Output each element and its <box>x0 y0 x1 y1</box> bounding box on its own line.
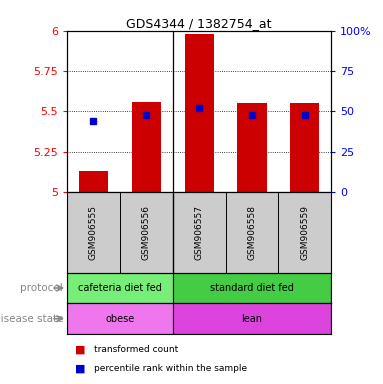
Text: cafeteria diet fed: cafeteria diet fed <box>78 283 162 293</box>
Bar <box>132 102 161 192</box>
Bar <box>173 303 331 334</box>
Text: lean: lean <box>242 314 262 324</box>
Text: disease state: disease state <box>0 314 63 324</box>
Bar <box>67 303 173 334</box>
Text: obese: obese <box>105 314 134 324</box>
Text: GSM906556: GSM906556 <box>142 205 151 260</box>
Text: GSM906555: GSM906555 <box>89 205 98 260</box>
Text: ■: ■ <box>75 364 85 374</box>
Text: GSM906557: GSM906557 <box>195 205 204 260</box>
Bar <box>185 34 214 192</box>
Text: standard diet fed: standard diet fed <box>210 283 294 293</box>
Bar <box>67 273 173 303</box>
Title: GDS4344 / 1382754_at: GDS4344 / 1382754_at <box>126 17 272 30</box>
Text: percentile rank within the sample: percentile rank within the sample <box>94 364 247 373</box>
Text: transformed count: transformed count <box>94 345 178 354</box>
Text: GSM906559: GSM906559 <box>300 205 309 260</box>
Bar <box>237 103 267 192</box>
Bar <box>79 171 108 192</box>
Bar <box>173 273 331 303</box>
Bar <box>290 103 319 192</box>
Text: ■: ■ <box>75 344 85 354</box>
Text: GSM906558: GSM906558 <box>247 205 257 260</box>
Text: protocol: protocol <box>20 283 63 293</box>
